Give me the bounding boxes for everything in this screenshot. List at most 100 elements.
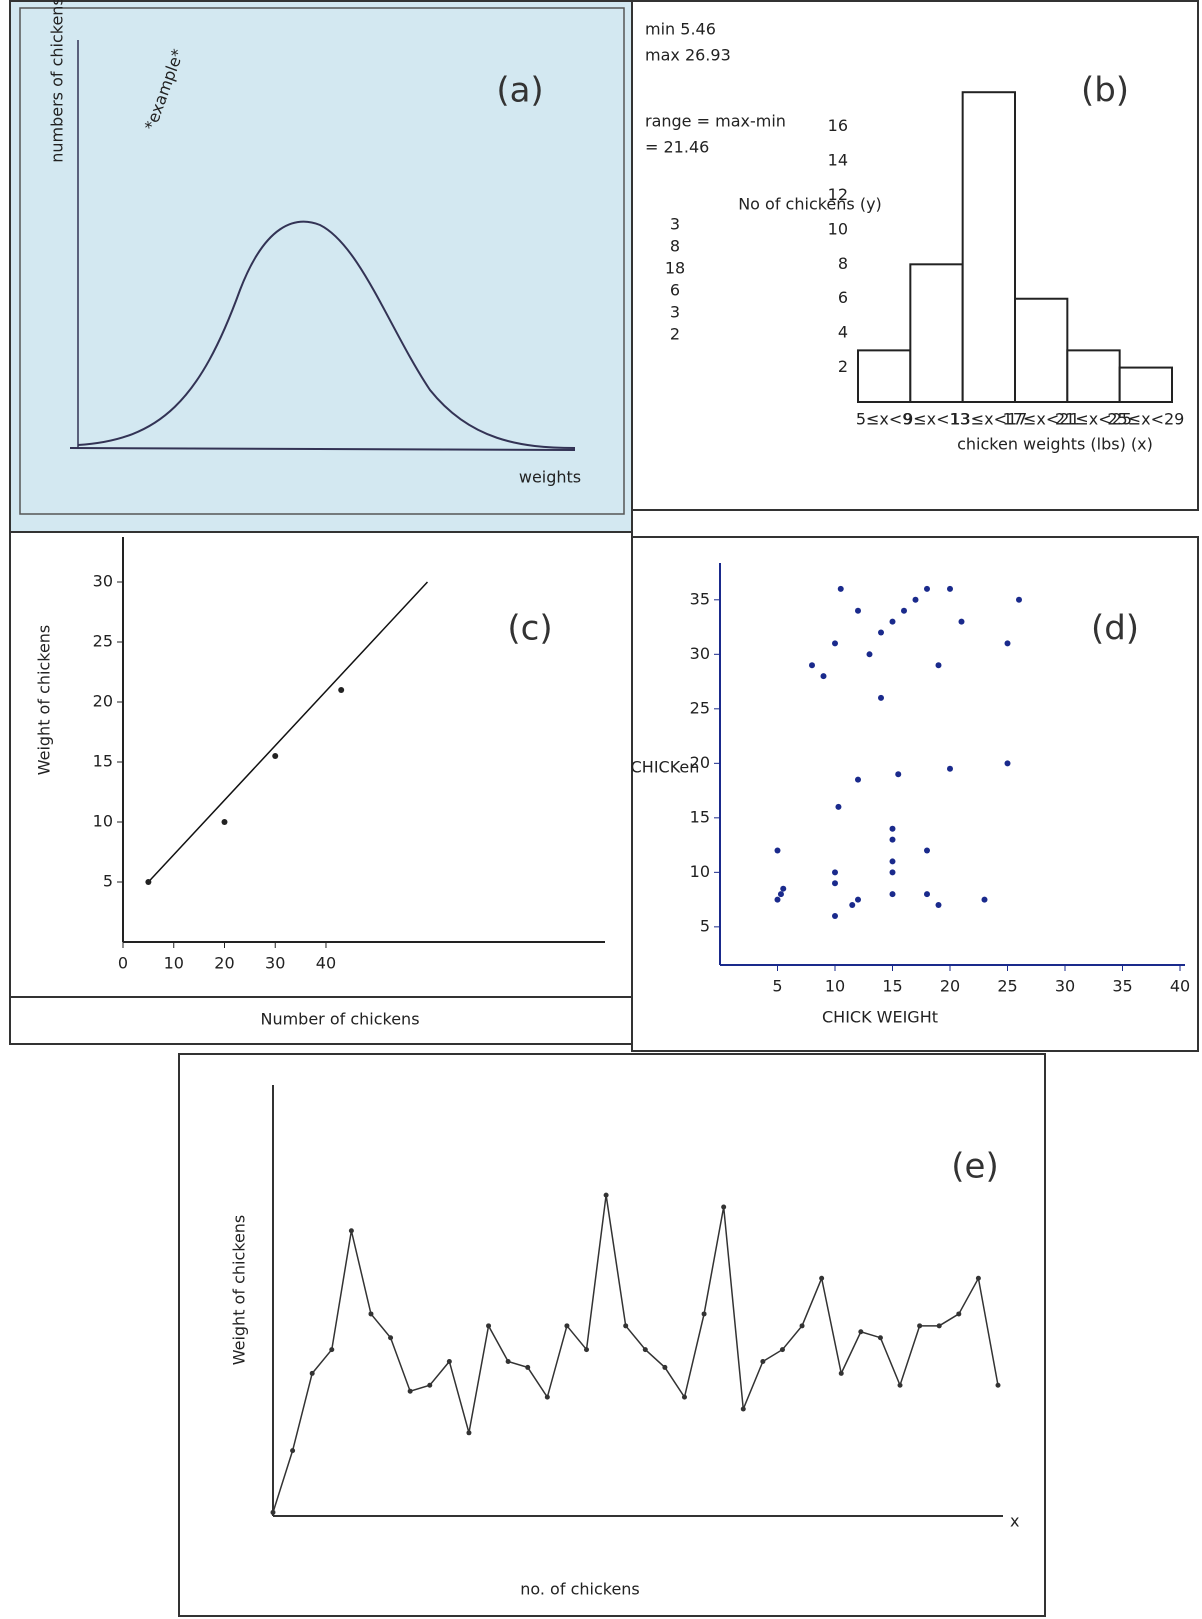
x-tick-label: 25	[997, 977, 1017, 996]
x-tick-label: 20	[214, 954, 234, 973]
x-axis-label: weights	[519, 468, 581, 487]
x-tick-label: 30	[265, 954, 285, 973]
point	[889, 618, 896, 625]
point	[958, 618, 965, 625]
bar	[1118, 366, 1173, 403]
point	[1004, 640, 1011, 647]
value-list-label: 2	[670, 325, 680, 344]
point	[956, 1311, 962, 1317]
y-axis-label: No of chickens (y)	[738, 195, 882, 214]
point	[1016, 596, 1022, 603]
point	[924, 847, 930, 854]
point	[917, 1323, 923, 1329]
y-tick-label: 5	[700, 916, 710, 935]
x-tick-label: 21≤x<25	[1055, 410, 1132, 429]
x-tick-label: 20	[940, 977, 960, 996]
x-tick-label: 5	[772, 977, 782, 996]
value-list-label: 8	[670, 237, 680, 256]
y-axis-label: Weight of chickens	[35, 625, 54, 776]
panel-title: (c)	[507, 609, 552, 649]
point	[935, 902, 942, 909]
series-line	[272, 1194, 999, 1513]
x-tick-label: 10	[164, 954, 184, 973]
point	[779, 1347, 785, 1353]
y-tick-label: 8	[838, 254, 848, 273]
point	[819, 1275, 825, 1281]
point	[889, 891, 896, 898]
value-list-label: 18	[665, 259, 685, 278]
panel-e	[178, 1053, 1046, 1617]
point	[995, 1382, 1001, 1388]
x-tick-label: 15	[882, 977, 902, 996]
x-tick-label: 9≤x<13	[903, 410, 970, 429]
point	[889, 869, 896, 876]
point	[975, 1275, 981, 1281]
point	[878, 629, 884, 636]
point	[858, 1329, 864, 1335]
point	[878, 694, 884, 701]
bar	[1014, 297, 1069, 404]
point	[832, 912, 838, 919]
point	[584, 1347, 590, 1353]
point	[681, 1394, 687, 1400]
trend-line	[147, 581, 429, 883]
point	[623, 1323, 629, 1329]
point	[348, 1228, 354, 1234]
point	[1004, 760, 1011, 767]
y-tick-label: 25	[93, 632, 113, 651]
point	[525, 1364, 531, 1370]
y-tick-label: 10	[828, 219, 848, 238]
point	[270, 1509, 276, 1515]
point	[912, 596, 919, 603]
x-tick-label: 13≤x<17	[950, 410, 1027, 429]
point	[820, 673, 827, 680]
point	[877, 1335, 883, 1341]
annotation: range = max-min	[645, 112, 786, 131]
x-tick-label: 5≤x<9	[856, 410, 913, 429]
point	[564, 1323, 570, 1329]
point	[838, 1370, 844, 1376]
y-tick-label: 30	[690, 644, 710, 663]
point	[901, 607, 907, 614]
point	[832, 880, 838, 887]
point	[290, 1448, 296, 1454]
value-list-label: 6	[670, 281, 680, 300]
point	[981, 896, 988, 903]
point	[221, 819, 228, 825]
y-tick-label: 20	[93, 692, 113, 711]
y-axis-label: Weight of chickens	[230, 1215, 249, 1366]
point	[924, 585, 930, 592]
x-axis-label: chicken weights (lbs) (x)	[957, 435, 1153, 454]
point	[466, 1430, 472, 1436]
x-tick-label: 17≤x<21	[1003, 410, 1080, 429]
point	[780, 885, 787, 892]
point	[935, 662, 942, 669]
x-axis-label: CHICK WEIGHt	[822, 1008, 938, 1027]
y-tick-label: 6	[838, 288, 848, 307]
point	[368, 1311, 374, 1317]
point	[740, 1406, 746, 1412]
point	[947, 585, 953, 592]
panel-a-inner	[19, 7, 625, 515]
x-tick-label: 35	[1112, 977, 1132, 996]
point	[849, 902, 856, 909]
panel-title: (d)	[1091, 609, 1139, 649]
y-tick-label: 25	[690, 698, 710, 717]
point	[721, 1204, 727, 1210]
point	[446, 1358, 452, 1364]
y-tick-label: 35	[690, 589, 710, 608]
point	[809, 662, 815, 669]
point	[855, 607, 861, 614]
point	[338, 687, 345, 693]
point	[936, 1323, 942, 1329]
value-list-label: 3	[670, 303, 680, 322]
x-tick-label: 0	[118, 954, 128, 973]
point	[760, 1358, 766, 1364]
x-axis-label: Number of chickens	[260, 1010, 419, 1029]
point	[947, 765, 953, 772]
value-list-label: 3	[670, 215, 680, 234]
x-axis-label: no. of chickens	[520, 1580, 640, 1599]
panel-title: (e)	[951, 1147, 998, 1187]
